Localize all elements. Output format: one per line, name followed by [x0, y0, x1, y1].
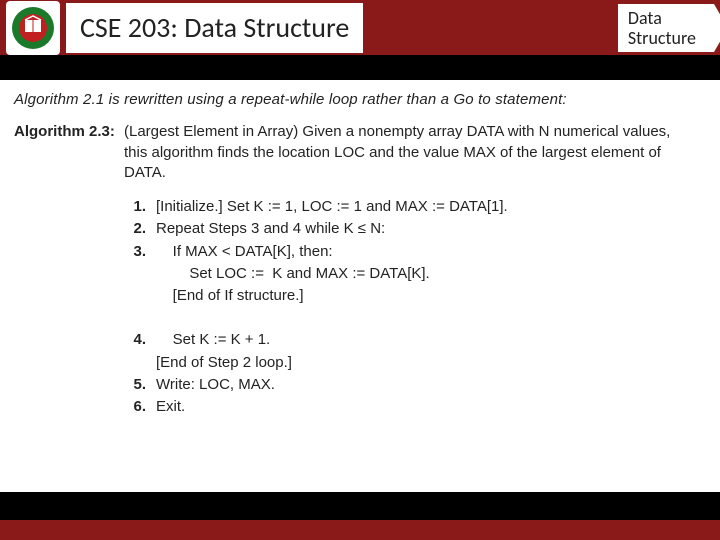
- university-logo: [6, 1, 60, 55]
- algorithm-step: [End of Step 2 loop.]: [124, 353, 702, 373]
- step-text: [Initialize.] Set K := 1, LOC := 1 and M…: [156, 197, 702, 217]
- course-title: CSE 203: Data Structure: [80, 10, 349, 45]
- separator-band-bottom: [0, 492, 720, 520]
- footer-red-band: [0, 520, 720, 540]
- step-gap: [124, 308, 702, 330]
- step-number: 3.: [124, 242, 156, 262]
- slide: CSE 203: Data Structure Data Structure A…: [0, 0, 720, 540]
- step-text: [End of Step 2 loop.]: [156, 353, 702, 373]
- step-number: [124, 286, 156, 306]
- document-body: Algorithm 2.1 is rewritten using a repea…: [0, 80, 720, 427]
- badge-line2: Structure: [628, 28, 696, 48]
- step-number: [124, 264, 156, 284]
- course-title-box: CSE 203: Data Structure: [66, 3, 363, 53]
- badge-wrap: Data Structure: [618, 4, 714, 52]
- algorithm-description: (Largest Element in Array) Given a nonem…: [124, 122, 702, 183]
- algorithm-step: 1.[Initialize.] Set K := 1, LOC := 1 and…: [124, 197, 702, 217]
- algorithm-step: 5.Write: LOC, MAX.: [124, 375, 702, 395]
- step-text: Write: LOC, MAX.: [156, 375, 702, 395]
- badge-line1: Data: [628, 8, 696, 28]
- algorithm-step: 6.Exit.: [124, 397, 702, 417]
- step-text: Repeat Steps 3 and 4 while K ≤ N:: [156, 219, 702, 239]
- separator-band-top: [0, 58, 720, 80]
- footer: [0, 492, 720, 540]
- header-bar: CSE 203: Data Structure Data Structure: [0, 0, 720, 58]
- step-text: If MAX < DATA[K], then:: [156, 242, 702, 262]
- algorithm-step: 4. Set K := K + 1.: [124, 330, 702, 350]
- step-number: [124, 353, 156, 373]
- algorithm-step: 2.Repeat Steps 3 and 4 while K ≤ N:: [124, 219, 702, 239]
- step-text: [End of If structure.]: [156, 286, 702, 306]
- step-number: 2.: [124, 219, 156, 239]
- algorithm-step: 3. If MAX < DATA[K], then:: [124, 242, 702, 262]
- step-number: 4.: [124, 330, 156, 350]
- step-number: 5.: [124, 375, 156, 395]
- algorithm-step: [End of If structure.]: [124, 286, 702, 306]
- step-text: Set K := K + 1.: [156, 330, 702, 350]
- algorithm-header: Algorithm 2.3: (Largest Element in Array…: [14, 122, 702, 183]
- topic-badge: Data Structure: [618, 4, 714, 52]
- step-text: Exit.: [156, 397, 702, 417]
- step-number: 1.: [124, 197, 156, 217]
- step-number: 6.: [124, 397, 156, 417]
- step-text: Set LOC := K and MAX := DATA[K].: [156, 264, 702, 284]
- intro-line: Algorithm 2.1 is rewritten using a repea…: [14, 90, 702, 110]
- algorithm-label: Algorithm 2.3:: [14, 122, 124, 142]
- algorithm-steps: 1.[Initialize.] Set K := 1, LOC := 1 and…: [124, 197, 702, 417]
- algorithm-step: Set LOC := K and MAX := DATA[K].: [124, 264, 702, 284]
